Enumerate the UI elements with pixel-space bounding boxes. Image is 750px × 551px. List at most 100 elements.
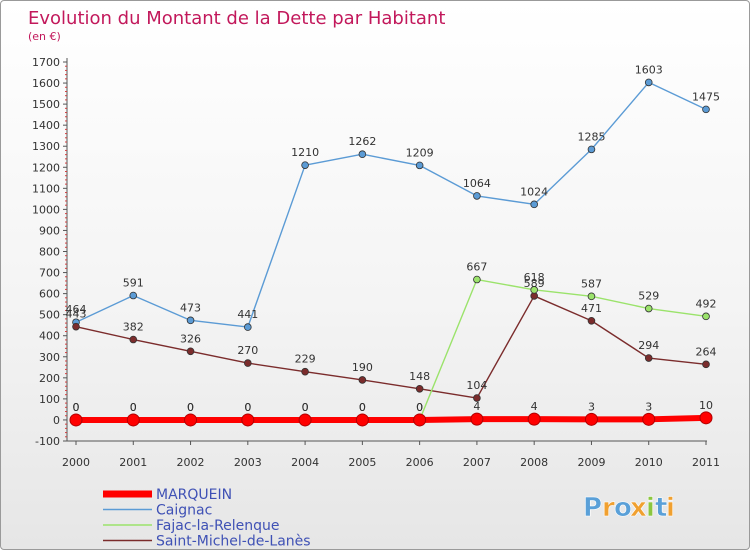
x-tick-label: 2009	[577, 456, 605, 469]
y-tick-label: 800	[39, 246, 60, 259]
data-label: 229	[295, 353, 316, 366]
y-tick-label: 300	[39, 351, 60, 364]
data-label: 1475	[692, 90, 720, 103]
axes: -100010020030040050060070080090010001100…	[32, 56, 720, 469]
legend-label: MARQUEIN	[156, 487, 232, 503]
data-point	[473, 275, 481, 284]
data-label: 0	[187, 401, 194, 414]
data-point	[473, 192, 481, 200]
data-point	[702, 312, 710, 321]
data-label: 326	[180, 332, 201, 345]
data-label: 10	[699, 399, 713, 412]
data-label: 1262	[348, 135, 376, 148]
y-tick-label: -100	[35, 435, 60, 448]
data-label: 0	[359, 401, 366, 414]
data-label: 190	[352, 361, 373, 374]
series-caignac	[72, 78, 710, 331]
legend: MARQUEINCaignacFajac-la-RelenqueSaint-Mi…	[103, 487, 311, 550]
data-point	[530, 286, 538, 294]
data-point	[587, 292, 596, 301]
data-point	[126, 413, 140, 427]
data-label: 1603	[635, 63, 663, 76]
series-line-marquein	[73, 414, 709, 423]
x-tick-label: 2000	[62, 456, 90, 469]
x-tick-label: 2005	[348, 456, 376, 469]
data-point	[642, 412, 656, 426]
data-label: 589	[524, 277, 545, 290]
chart-title: Evolution du Montant de la Dette par Hab…	[28, 8, 445, 29]
y-tick-label: 1600	[32, 77, 60, 90]
y-tick-label: 0	[53, 414, 60, 427]
data-label: 618	[524, 271, 545, 284]
data-label: 4	[473, 400, 480, 413]
data-point	[527, 412, 541, 426]
x-tick-label: 2007	[463, 456, 491, 469]
legend-label: Fajac-la-Relenque	[156, 518, 280, 534]
chart-subtitle: (en €)	[28, 30, 61, 43]
x-tick-label: 2002	[177, 456, 205, 469]
series-layer	[69, 78, 713, 427]
data-label: 1285	[577, 130, 605, 143]
data-label: 667	[466, 261, 487, 274]
data-label: 1024	[520, 185, 548, 198]
y-tick-label: 1500	[32, 98, 60, 111]
data-point	[355, 413, 369, 427]
data-label: 382	[123, 321, 144, 334]
series-line-caignac	[75, 81, 707, 328]
data-label: 0	[359, 401, 366, 414]
data-label: 0	[302, 401, 309, 414]
data-label: 0	[416, 401, 423, 414]
y-tick-label: 1100	[32, 182, 60, 195]
data-point	[473, 394, 481, 402]
x-tick-label: 2010	[635, 456, 663, 469]
y-tick-label: 1200	[32, 161, 60, 174]
series-marquein	[69, 411, 713, 427]
y-tick-label: 600	[39, 288, 60, 301]
x-tick-label: 2008	[520, 456, 548, 469]
data-point	[584, 412, 598, 426]
logo-letter: x	[630, 493, 647, 523]
data-label: 1064	[463, 177, 491, 190]
y-tick-label: 1000	[32, 203, 60, 216]
data-point	[644, 354, 653, 362]
data-label: 591	[123, 277, 144, 290]
series-line-saint-michel-de-lanes	[75, 295, 707, 399]
data-point	[301, 161, 309, 169]
data-label: 587	[581, 277, 602, 290]
data-point	[470, 412, 484, 426]
data-point	[244, 359, 252, 367]
y-tick-label: 700	[39, 267, 60, 280]
series-line-fajac-la-relenque	[75, 278, 707, 421]
x-tick-label: 2001	[119, 456, 147, 469]
logo-letter: i	[646, 493, 655, 523]
data-label: 104	[466, 379, 487, 392]
data-label: 1210	[291, 146, 319, 159]
data-point	[186, 316, 195, 325]
y-tick-label: 1400	[32, 119, 60, 132]
x-tick-label: 2003	[234, 456, 262, 469]
data-point	[69, 413, 83, 427]
data-label: 148	[409, 370, 430, 383]
series-saint-michel-de-lanes	[72, 292, 710, 402]
data-point	[530, 200, 538, 209]
data-point	[298, 413, 312, 427]
data-label: 0	[130, 401, 137, 414]
data-label: 0	[73, 401, 80, 414]
data-point	[415, 384, 424, 393]
y-tick-label: 500	[39, 309, 60, 322]
legend-label: Saint-Michel-de-Lanès	[156, 534, 311, 550]
x-tick-label: 2004	[291, 456, 319, 469]
data-label: 3	[588, 400, 595, 413]
data-point	[241, 413, 255, 427]
legend-label: Caignac	[156, 503, 212, 519]
data-point	[415, 161, 424, 170]
data-point	[587, 145, 596, 154]
data-label: 4	[531, 400, 538, 413]
data-label: 3	[645, 400, 652, 413]
data-point	[702, 105, 710, 114]
data-label: 0	[130, 401, 137, 414]
data-point	[644, 78, 653, 87]
